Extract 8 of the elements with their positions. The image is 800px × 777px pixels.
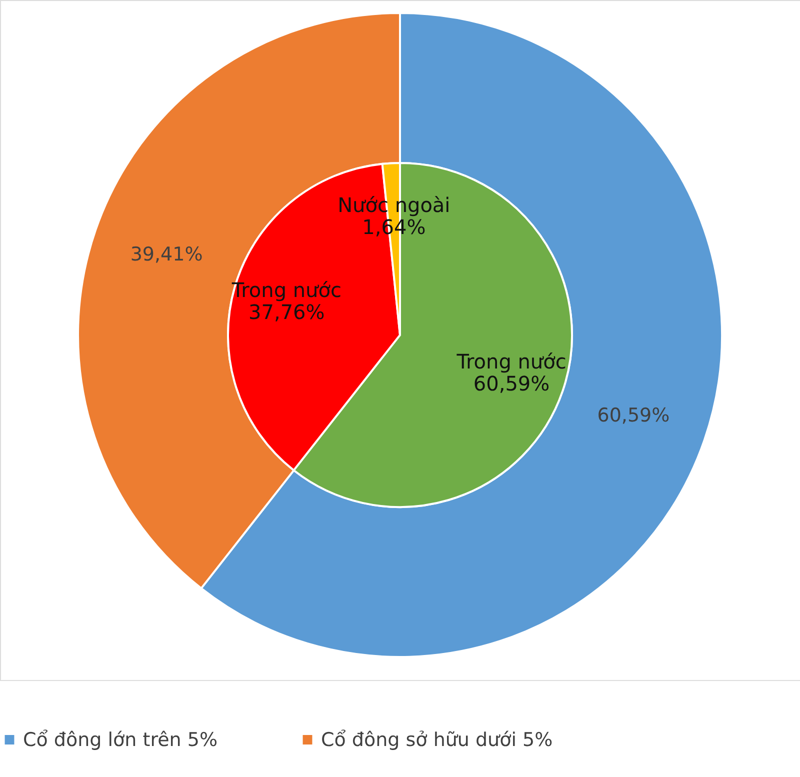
legend-label: Cổ đông lớn trên 5% <box>23 728 218 751</box>
data-label: 60,59% <box>597 404 670 427</box>
data-label: 37,76% <box>248 300 325 324</box>
slice-label: Trong nước <box>456 350 566 374</box>
data-label: 60,59% <box>473 372 550 396</box>
data-label: 1,64% <box>362 215 426 240</box>
data-label: 39,41% <box>130 243 203 266</box>
legend-label: Cổ đông sở hữu dưới 5% <box>321 728 553 751</box>
